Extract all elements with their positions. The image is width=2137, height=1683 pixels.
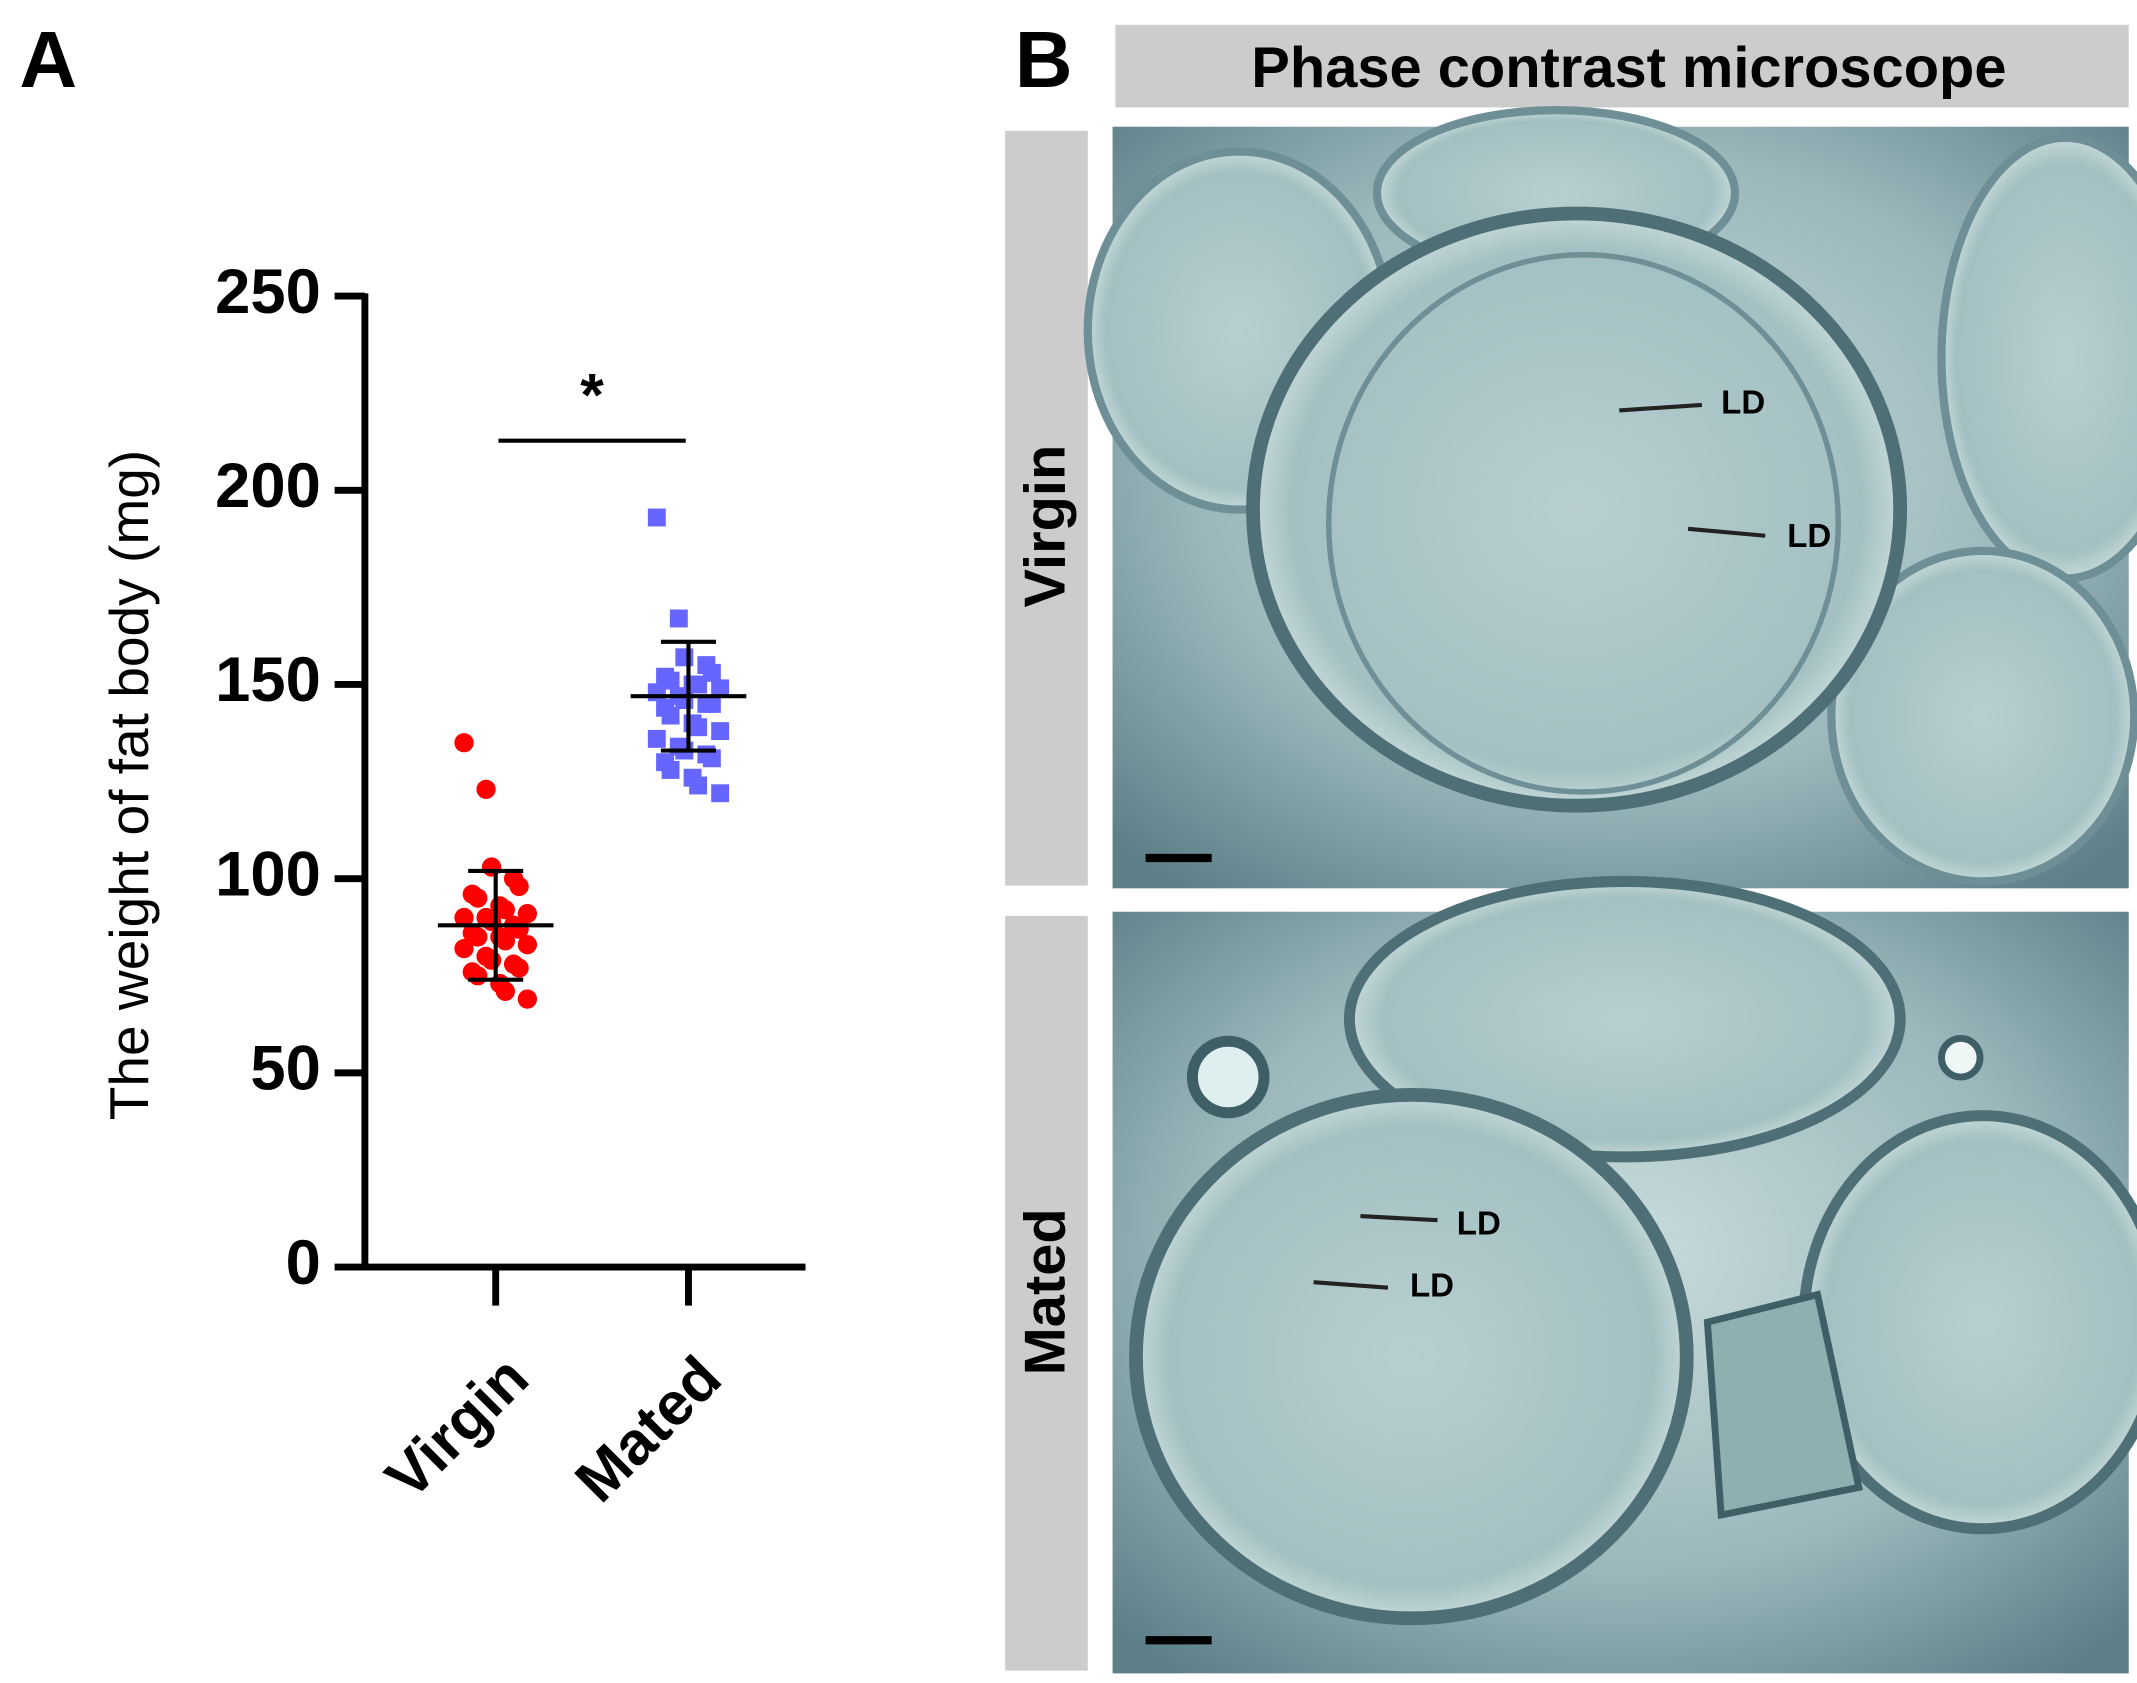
data-point bbox=[468, 966, 488, 986]
micrograph bbox=[1112, 875, 2137, 1674]
data-point bbox=[517, 903, 538, 924]
x-tick-label: Mated bbox=[562, 1343, 734, 1515]
data-point bbox=[702, 749, 721, 768]
panel-label: A bbox=[19, 15, 77, 104]
annotation: LD bbox=[1410, 1267, 1454, 1304]
data-point bbox=[702, 694, 721, 713]
data-point bbox=[675, 648, 694, 667]
row-box bbox=[1005, 130, 1088, 886]
significance-label: * bbox=[580, 360, 604, 428]
annotation: LD bbox=[1721, 385, 1765, 422]
panel-label: B bbox=[1015, 15, 1073, 104]
plot: 0 50 100 150 200 250 Virgin Mated * bbox=[215, 257, 806, 1515]
y-tick-label: 0 bbox=[286, 1228, 321, 1298]
data-point bbox=[675, 691, 694, 709]
data-point bbox=[509, 876, 529, 897]
data-point bbox=[476, 779, 496, 799]
data-point bbox=[495, 981, 515, 1001]
data-point bbox=[468, 927, 488, 947]
annotation: LD bbox=[1787, 518, 1831, 555]
data-point bbox=[481, 857, 502, 877]
data-point bbox=[454, 938, 474, 959]
y-tick-label: 50 bbox=[250, 1034, 320, 1104]
data-point bbox=[647, 683, 666, 702]
data-point bbox=[689, 718, 708, 737]
y-tick-label: 200 bbox=[215, 451, 321, 521]
data-point bbox=[711, 784, 730, 803]
data-point bbox=[454, 733, 474, 753]
data-point bbox=[711, 722, 730, 741]
header-box bbox=[1115, 24, 2129, 108]
data-point bbox=[495, 900, 515, 920]
data-point bbox=[661, 706, 680, 725]
y-tick-label: 250 bbox=[215, 257, 321, 327]
row-box bbox=[1005, 915, 1088, 1671]
x-tick-label: Virgin bbox=[372, 1343, 541, 1512]
data-point bbox=[669, 609, 688, 628]
data-point bbox=[509, 958, 529, 978]
data-point bbox=[517, 989, 538, 1009]
data-point bbox=[661, 671, 680, 690]
panel-title: Phase contrast microscope bbox=[1251, 36, 2006, 100]
data-point bbox=[661, 760, 680, 779]
data-point bbox=[647, 508, 666, 527]
y-tick-label: 100 bbox=[215, 839, 321, 909]
data-point bbox=[468, 888, 488, 908]
annotation: LD bbox=[1457, 1205, 1501, 1242]
y-tick-label: 150 bbox=[215, 645, 321, 715]
row-label: Virgin bbox=[1014, 445, 1078, 608]
data-point bbox=[689, 776, 708, 795]
data-point bbox=[481, 950, 502, 970]
data-point bbox=[454, 907, 474, 928]
data-point bbox=[689, 675, 708, 694]
y-axis-label: The weight of fat body (mg) bbox=[98, 450, 160, 1121]
data-point bbox=[702, 663, 721, 682]
data-point bbox=[647, 729, 666, 748]
data-point bbox=[711, 679, 730, 698]
micrograph bbox=[1083, 106, 2137, 889]
data-point bbox=[495, 931, 515, 951]
data-point bbox=[517, 935, 538, 955]
row-label: Mated bbox=[1014, 1208, 1078, 1375]
